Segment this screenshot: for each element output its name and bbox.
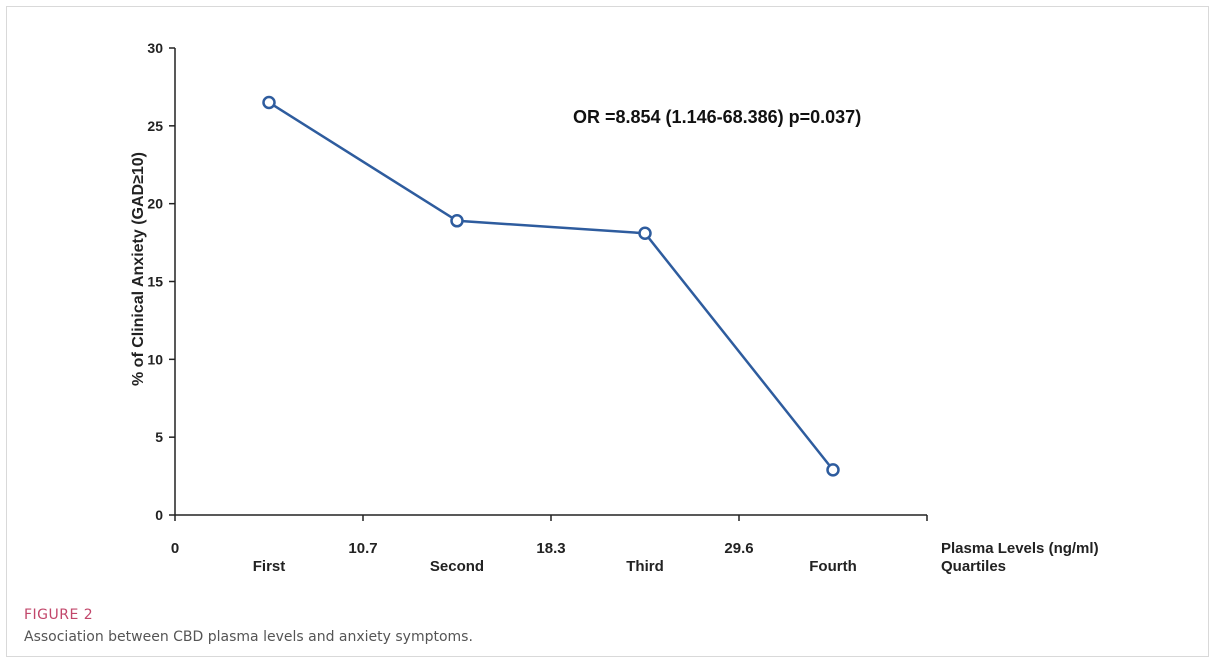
x-category-label: First xyxy=(253,558,286,575)
x-axis: 0 10.7 18.3 29.6 First Second Third Fourth xyxy=(171,514,928,575)
y-tick-label: 30 xyxy=(147,40,163,56)
x-boundary-label: 0 xyxy=(171,540,179,557)
y-tick-label: 0 xyxy=(155,507,163,523)
line-chart: 0 5 10 15 20 25 30 0 10.7 18.3 29.6 First Second Thi… xyxy=(130,40,1099,575)
data-point xyxy=(450,214,464,228)
y-axis-title: % of Clinical Anxiety (GAD≥10) xyxy=(130,152,147,386)
y-tick-label: 5 xyxy=(155,429,163,445)
x-boundary-label: 18.3 xyxy=(536,540,565,557)
x-category-label: Fourth xyxy=(809,558,856,575)
figure-frame: 0 5 10 15 20 25 30 0 10.7 18.3 29.6 First Second Thi… xyxy=(6,6,1209,657)
series-line xyxy=(268,101,834,471)
x-boundary-label: 10.7 xyxy=(348,540,377,557)
odds-ratio-annotation: OR =8.854 (1.146-68.386) p=0.037) xyxy=(573,107,861,127)
y-tick-label: 15 xyxy=(147,274,163,290)
x-boundary-label: 29.6 xyxy=(724,540,753,557)
x-axis-title: Plasma Levels (ng/ml) xyxy=(941,540,1099,557)
data-point xyxy=(638,226,652,240)
series-anxiety xyxy=(262,95,840,477)
figure-label: FIGURE 2 xyxy=(24,607,94,623)
y-tick-label: 20 xyxy=(147,196,163,212)
figure-caption: Association between CBD plasma levels an… xyxy=(24,629,473,645)
x-category-label: Second xyxy=(430,558,484,575)
data-point xyxy=(262,95,276,110)
y-tick-label: 10 xyxy=(147,351,163,367)
data-point xyxy=(826,463,840,477)
x-axis-subtitle: Quartiles xyxy=(941,558,1006,575)
y-axis: 0 5 10 15 20 25 30 xyxy=(147,40,176,523)
y-tick-label: 25 xyxy=(147,118,163,134)
x-category-label: Third xyxy=(626,558,664,575)
